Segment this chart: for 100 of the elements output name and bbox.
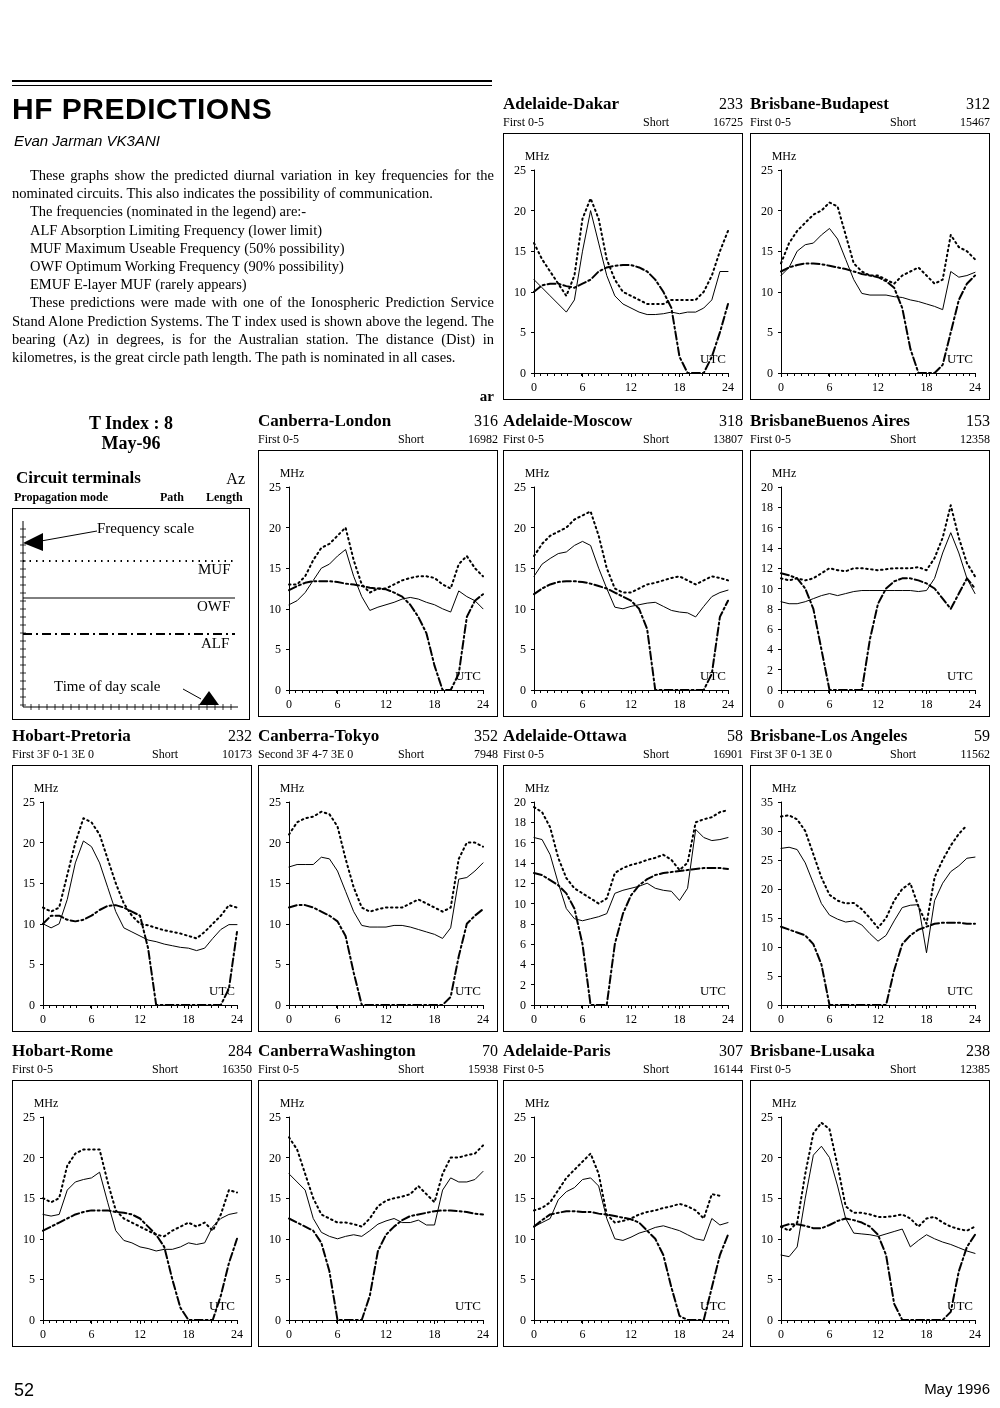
y-tick-label: 20 xyxy=(514,520,526,535)
text: First 0-5 xyxy=(750,114,792,130)
y-tick-label: 15 xyxy=(23,1191,35,1206)
y-tick-label: 10 xyxy=(514,284,526,299)
y-tick-label: 16 xyxy=(761,520,773,535)
y-tick-label: 4 xyxy=(767,642,773,657)
text: ar xyxy=(478,388,494,405)
y-tick-label: 5 xyxy=(29,1272,35,1287)
text: 12358 xyxy=(959,431,990,447)
y-tick-label: 20 xyxy=(269,835,281,850)
y-tick-label: 15 xyxy=(269,561,281,576)
y-tick-label: 6 xyxy=(520,937,526,952)
x-tick-label: 24 xyxy=(477,1012,489,1026)
text: Circuit terminals xyxy=(16,468,141,488)
y-tick-label: 0 xyxy=(29,998,35,1012)
text: Evan Jarman VK3ANI xyxy=(14,132,160,149)
chart-title: Adelaide-Ottawa xyxy=(503,725,627,746)
y-tick-label: 15 xyxy=(269,876,281,891)
y-tick-label: 25 xyxy=(269,795,281,809)
text: OWF Optimum Working Frequency (90% possibility) xyxy=(29,257,345,276)
x-tick-label: 18 xyxy=(182,1012,195,1026)
text: First 0-5 xyxy=(503,114,545,130)
y-tick-label: 5 xyxy=(767,969,773,983)
x-tick-label: 18 xyxy=(920,697,933,711)
x-tick-label: 12 xyxy=(872,380,884,394)
x-tick-label: 18 xyxy=(428,1012,441,1026)
chart-title: Brisbane-Lusaka xyxy=(750,1040,875,1061)
x-tick-label: 0 xyxy=(531,1327,537,1341)
text: 312 xyxy=(966,94,990,114)
text: EMUF E-layer MUF (rarely appears) xyxy=(29,275,248,294)
y-tick-label: 25 xyxy=(23,795,35,809)
x-axis-title: UTC xyxy=(700,983,726,998)
y-tick-label: 5 xyxy=(275,642,281,657)
text: Short xyxy=(890,746,917,762)
chart-title: Brisbane-Los Angeles xyxy=(750,725,908,746)
y-tick-label: 20 xyxy=(761,480,773,494)
text: 58 xyxy=(727,726,743,746)
text: MUF Maximum Useable Frequency (50% possibility) xyxy=(29,238,346,258)
y-tick-label: 0 xyxy=(520,683,526,697)
x-tick-label: 24 xyxy=(969,1327,981,1341)
y-tick-label: 0 xyxy=(767,366,773,380)
text: 284 xyxy=(228,1041,252,1061)
y-tick-label: 16 xyxy=(514,835,526,850)
text: Short xyxy=(890,114,917,130)
text: First 0-5 xyxy=(503,431,545,447)
text: Short xyxy=(152,1061,179,1077)
x-tick-label: 6 xyxy=(88,1012,95,1026)
y-tick-label: 15 xyxy=(761,1191,773,1206)
x-tick-label: 12 xyxy=(380,1012,392,1026)
text: 238 xyxy=(966,1041,990,1061)
y-tick-label: 20 xyxy=(761,203,773,218)
y-tick-label: 12 xyxy=(514,876,526,891)
text: Short xyxy=(643,431,670,447)
x-tick-label: 6 xyxy=(334,1327,341,1341)
text: Az xyxy=(225,470,245,488)
y-axis-title: MHz xyxy=(524,781,550,795)
text: Short xyxy=(643,746,670,762)
y-tick-label: 20 xyxy=(514,1150,526,1165)
text: 318 xyxy=(719,411,743,431)
text: Length xyxy=(206,490,243,505)
y-tick-label: 0 xyxy=(275,998,281,1012)
y-tick-label: 25 xyxy=(269,480,281,494)
y-tick-label: 25 xyxy=(761,853,773,867)
x-tick-label: 24 xyxy=(969,1012,981,1026)
x-tick-label: 24 xyxy=(969,697,981,711)
y-tick-label: 15 xyxy=(23,876,35,891)
y-axis-title: MHz xyxy=(279,1096,305,1110)
text: OWF xyxy=(197,598,231,615)
x-axis-title: UTC xyxy=(700,351,726,366)
y-tick-label: 18 xyxy=(761,500,773,515)
x-tick-label: 18 xyxy=(673,697,686,711)
text: 307 xyxy=(719,1041,743,1061)
x-tick-label: 6 xyxy=(579,697,586,711)
y-tick-label: 25 xyxy=(761,163,773,177)
y-axis-title: MHz xyxy=(771,781,797,795)
y-tick-label: 10 xyxy=(269,916,281,931)
text: 7948 xyxy=(473,746,498,762)
text: Short xyxy=(643,114,670,130)
text: Time of day scale xyxy=(54,678,161,695)
x-tick-label: 12 xyxy=(380,1327,392,1341)
x-tick-label: 18 xyxy=(920,380,933,394)
x-tick-label: 24 xyxy=(477,697,489,711)
y-tick-label: 10 xyxy=(269,1231,281,1246)
x-tick-label: 0 xyxy=(286,1327,292,1341)
chart-title: CanberraWashington xyxy=(258,1040,416,1061)
y-axis-title: MHz xyxy=(524,1096,550,1110)
x-tick-label: 0 xyxy=(40,1327,46,1341)
text: 13807 xyxy=(712,431,743,447)
y-tick-label: 25 xyxy=(23,1110,35,1124)
y-tick-label: 0 xyxy=(520,1313,526,1327)
y-tick-label: 25 xyxy=(514,163,526,177)
y-tick-label: 2 xyxy=(767,662,773,677)
text: The frequencies (nominated in the legend) are:- xyxy=(29,202,308,221)
x-tick-label: 6 xyxy=(826,380,833,394)
x-axis-title: UTC xyxy=(700,668,726,683)
text: 16725 xyxy=(712,114,743,130)
text: 16144 xyxy=(712,1061,743,1077)
y-tick-label: 0 xyxy=(520,366,526,380)
text: First 0-5 xyxy=(503,1061,545,1077)
text: Propagation mode xyxy=(14,490,109,505)
